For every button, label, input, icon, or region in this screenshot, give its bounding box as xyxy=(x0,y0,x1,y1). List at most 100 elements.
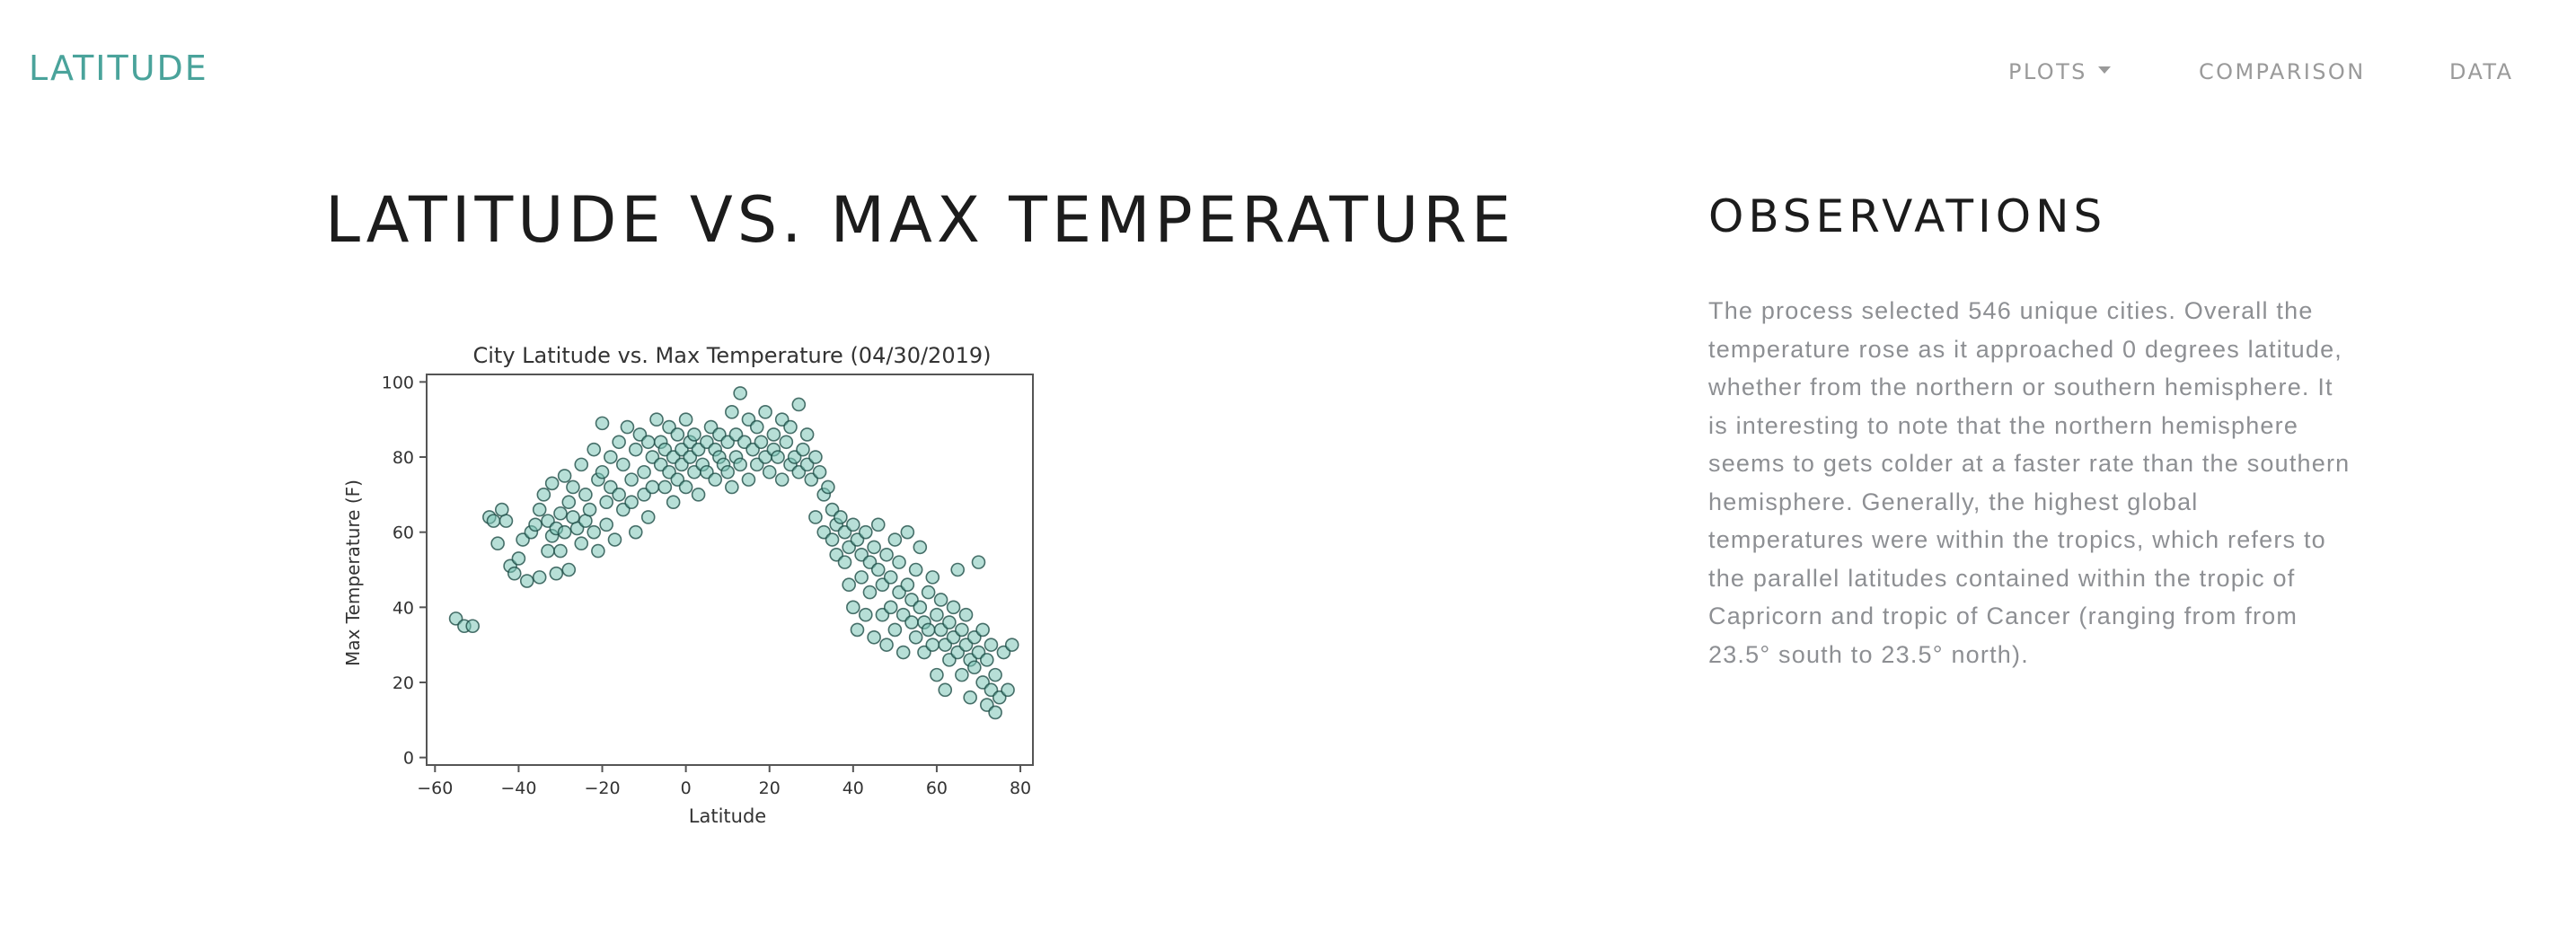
data-point xyxy=(587,442,602,457)
data-point xyxy=(984,638,999,652)
data-point xyxy=(942,615,957,629)
data-point xyxy=(486,514,501,528)
data-point xyxy=(720,464,735,479)
caret-down-icon xyxy=(2097,66,2111,74)
data-point xyxy=(933,593,948,607)
data-point xyxy=(733,386,747,400)
data-point xyxy=(666,495,681,510)
nav-plots-dropdown[interactable]: PLOTS xyxy=(2008,59,2111,84)
data-point xyxy=(783,419,798,435)
data-point xyxy=(637,464,651,479)
data-point xyxy=(870,517,886,532)
data-point xyxy=(595,416,610,431)
x-tick-label: 20 xyxy=(759,778,781,798)
data-point xyxy=(549,566,564,581)
data-point xyxy=(979,653,994,667)
data-point xyxy=(561,562,577,577)
y-tick-label: 60 xyxy=(393,523,414,543)
data-point xyxy=(624,495,639,510)
x-tick-label: 40 xyxy=(842,778,864,798)
y-axis-label: Max Temperature (F) xyxy=(342,479,364,666)
data-point xyxy=(771,450,785,464)
data-point xyxy=(465,619,481,634)
data-point xyxy=(883,570,898,585)
data-point xyxy=(541,543,555,559)
data-point xyxy=(749,419,764,435)
data-point xyxy=(930,667,944,682)
data-point xyxy=(628,442,643,457)
data-point xyxy=(1001,682,1015,698)
navbar: LATITUDE PLOTS COMPARISON DATA xyxy=(0,0,2576,144)
data-point xyxy=(599,517,613,532)
data-point xyxy=(762,464,777,479)
data-point xyxy=(620,419,635,435)
data-point xyxy=(925,570,940,585)
data-point xyxy=(725,405,739,419)
data-point xyxy=(821,479,835,495)
data-point xyxy=(733,457,747,472)
nav-comparison-link[interactable]: COMPARISON xyxy=(2199,59,2366,84)
x-tick-label: −60 xyxy=(417,778,453,798)
data-point xyxy=(528,517,543,532)
data-point xyxy=(837,555,852,569)
x-tick-label: 80 xyxy=(1010,778,1031,798)
data-point xyxy=(574,536,589,551)
data-point xyxy=(904,615,919,629)
data-point xyxy=(774,472,790,487)
data-point xyxy=(758,405,772,419)
nav-plots-label: PLOTS xyxy=(2008,59,2087,84)
data-point xyxy=(858,607,873,622)
data-point xyxy=(779,435,794,450)
data-point xyxy=(544,476,560,491)
data-point xyxy=(519,574,534,588)
data-point xyxy=(938,682,953,698)
data-point xyxy=(808,450,823,464)
brand-link[interactable]: LATITUDE xyxy=(29,48,208,88)
data-point xyxy=(913,540,928,555)
data-points xyxy=(448,386,1019,720)
data-point xyxy=(900,577,915,593)
x-tick-label: 60 xyxy=(926,778,948,798)
chart-title: City Latitude vs. Max Temperature (04/30… xyxy=(473,343,992,368)
data-point xyxy=(670,427,685,442)
data-point xyxy=(566,479,580,495)
data-point xyxy=(628,524,643,540)
data-point xyxy=(900,524,915,540)
data-point xyxy=(612,488,626,502)
x-tick-label: −20 xyxy=(584,778,620,798)
scatter-chart: City Latitude vs. Max Temperature (04/30… xyxy=(342,343,1034,827)
data-point xyxy=(834,510,848,524)
data-point xyxy=(612,435,626,450)
data-point xyxy=(850,622,865,638)
data-point xyxy=(862,585,878,600)
data-point xyxy=(490,536,505,551)
nav-data-link[interactable]: DATA xyxy=(2449,59,2514,84)
data-point xyxy=(640,435,656,450)
data-point xyxy=(955,667,969,682)
data-point xyxy=(595,464,610,479)
plot-frame xyxy=(426,374,1034,766)
data-point xyxy=(557,469,572,483)
page-title: LATITUDE VS. MAX TEMPERATURE xyxy=(325,183,1516,257)
data-point xyxy=(950,562,966,577)
data-point xyxy=(754,435,769,450)
data-point xyxy=(725,479,739,495)
data-point xyxy=(582,502,597,517)
data-point xyxy=(887,532,903,547)
data-point xyxy=(536,488,551,502)
data-point xyxy=(532,570,547,585)
data-point xyxy=(908,629,923,645)
data-point xyxy=(988,705,1002,720)
data-point xyxy=(561,495,577,510)
data-point xyxy=(553,543,568,559)
data-point xyxy=(925,638,940,652)
data-point xyxy=(842,577,856,593)
data-point xyxy=(971,555,986,569)
data-point xyxy=(955,622,969,638)
data-point xyxy=(867,629,881,645)
data-point xyxy=(825,532,840,547)
data-point xyxy=(812,464,827,479)
x-tick-label: −40 xyxy=(500,778,536,798)
data-point xyxy=(766,427,781,442)
data-point xyxy=(913,600,928,615)
